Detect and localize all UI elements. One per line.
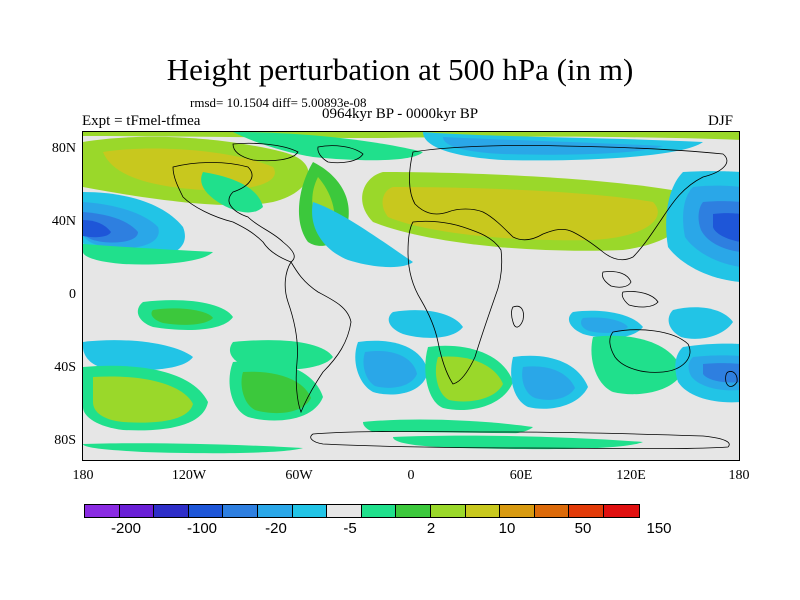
colorbar-label: 50 [574, 520, 592, 537]
lon-tick-60e: 60E [509, 468, 533, 483]
lon-tick-180e: 180 [728, 468, 750, 483]
plot-title: Height perturbation at 500 hPa (in m) [166, 52, 634, 87]
colorbar-swatch [292, 505, 328, 517]
colorbar-swatch [603, 505, 639, 517]
colorbar-label: -200 [110, 520, 142, 537]
lon-tick-60w: 60W [285, 468, 313, 483]
colorbar-swatch [327, 505, 362, 517]
field-contours-south [83, 300, 739, 460]
lat-tick-40n: 40N [51, 214, 76, 229]
coastlines [172, 142, 738, 450]
lon-tick-180w: 180 [72, 468, 94, 483]
season-label: DJF [708, 113, 734, 129]
colorbar-swatch [500, 505, 535, 517]
colorbar-swatch [257, 505, 293, 517]
colorbar-label: -20 [265, 520, 287, 537]
map-field [83, 132, 739, 460]
colorbar-label: 150 [646, 520, 672, 537]
lon-tick-120e: 120E [616, 468, 646, 483]
colorbar-swatch [119, 505, 155, 517]
colorbar-swatch [396, 505, 431, 517]
experiment-label: Expt = tFmel-tfmea [82, 113, 201, 129]
colorbar-swatch [223, 505, 258, 517]
colorbar-swatch [430, 505, 466, 517]
lat-tick-80n: 80N [51, 141, 76, 156]
colorbar-label: 2 [426, 520, 436, 537]
stats-line: rmsd= 10.1504 diff= 5.00893e-08 [190, 95, 367, 110]
period-label: 0964kyr BP - 0000kyr BP [322, 106, 479, 122]
colorbar-swatch [534, 505, 570, 517]
colorbar-swatch [188, 505, 224, 517]
map-panel [82, 131, 740, 461]
lat-tick-80s: 80S [54, 433, 76, 448]
colorbar-label: -100 [186, 520, 218, 537]
colorbar [84, 504, 640, 518]
lat-tick-0: 0 [69, 287, 76, 302]
colorbar-swatch [569, 505, 604, 517]
lon-tick-120w: 120W [171, 468, 207, 483]
colorbar-label: 10 [498, 520, 516, 537]
colorbar-swatch [465, 505, 501, 517]
colorbar-swatch [85, 505, 120, 517]
colorbar-swatch [154, 505, 189, 517]
colorbar-label: -5 [343, 520, 357, 537]
lon-tick-0: 0 [407, 468, 415, 483]
lat-tick-40s: 40S [54, 360, 76, 375]
colorbar-swatch [361, 505, 397, 517]
